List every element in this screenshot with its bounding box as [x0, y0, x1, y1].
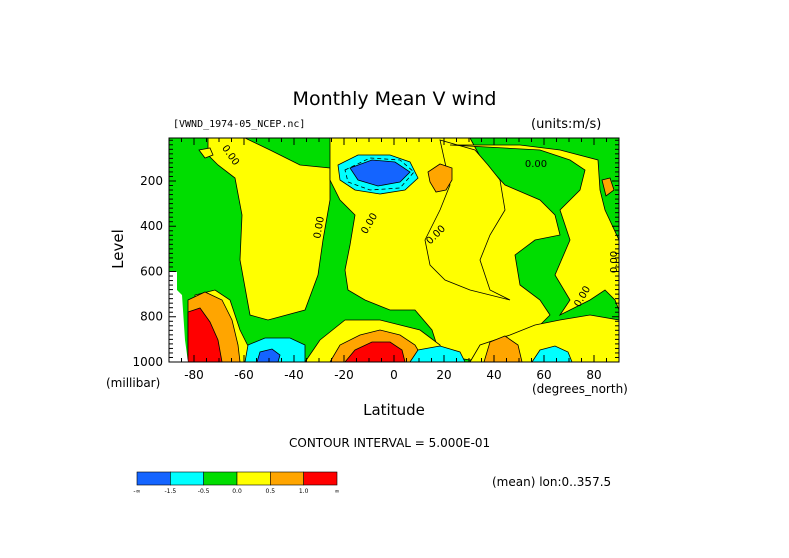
colorbar-swatch [170, 471, 204, 486]
dataset-label: [VWND_1974-05_NCEP.nc] [173, 119, 306, 130]
y-tick-label: 200 [140, 174, 163, 188]
colorbar-tick-label: ∞ [335, 488, 340, 495]
contour-label: 0.00 [312, 216, 327, 240]
x-unit-label: (degrees_north) [532, 382, 628, 396]
colorbar-swatch [303, 471, 338, 486]
blue-region-upper [349, 159, 411, 187]
y-tick-label: 400 [140, 219, 163, 233]
positive-region-upper-right [449, 144, 620, 317]
y-tick-label: 600 [140, 264, 163, 278]
x-tick-label: 0 [390, 368, 398, 382]
x-tick-label: -20 [334, 368, 354, 382]
positive-region-west [207, 137, 331, 321]
x-tick-label: -40 [284, 368, 304, 382]
x-tick-label: 40 [486, 368, 501, 382]
positive-region-top-left [198, 147, 214, 159]
colorbar-tick-label: -∞ [133, 488, 140, 495]
negative-contour-1 [344, 157, 415, 191]
missing-region [169, 272, 188, 362]
orange-region-upper [427, 163, 453, 193]
colorbar-swatch [203, 471, 238, 486]
y-tick-label: 1000 [132, 355, 163, 369]
colorbar-tick-label: 0.5 [266, 488, 276, 495]
tick-layer: -80 -60 -40 -20 0 20 40 60 80 200 400 600 800 1000 [132, 138, 620, 382]
x-tick-label: -60 [234, 368, 254, 382]
colorbar-swatch [136, 471, 171, 486]
y-tick-label: 800 [140, 310, 163, 324]
colorbar-swatch [270, 471, 304, 486]
chart-title: Monthly Mean V wind [292, 88, 497, 110]
x-tick-label: -80 [184, 368, 204, 382]
contour-label: 0.00 [609, 251, 620, 273]
x-axis-label: Latitude [363, 401, 425, 419]
colorbar-swatch [236, 471, 271, 486]
x-tick-label: 60 [536, 368, 551, 382]
colorbar-layer: -∞ -1.5 -0.5 0.0 0.5 1.0 ∞ [133, 471, 340, 495]
colorbar-tick-label: -0.5 [198, 488, 210, 495]
colorbar-tick-label: -1.5 [164, 488, 176, 495]
colorbar-tick-label: 1.0 [299, 488, 309, 495]
x-tick-label: 20 [436, 368, 451, 382]
orange-region-upper-right [601, 177, 615, 197]
units-label: (units:m/s) [531, 117, 602, 132]
colorbar-tick-label: 0.0 [232, 488, 242, 495]
x-tick-label: 80 [586, 368, 601, 382]
contour-label: 0.00 [525, 159, 547, 170]
positive-region-east [424, 139, 511, 301]
mean-text: (mean) lon:0..357.5 [492, 475, 612, 489]
y-axis-label: Level [109, 229, 127, 269]
contour-interval-text: CONTOUR INTERVAL = 5.000E-01 [289, 436, 491, 450]
y-unit-label: (millibar) [106, 376, 161, 390]
